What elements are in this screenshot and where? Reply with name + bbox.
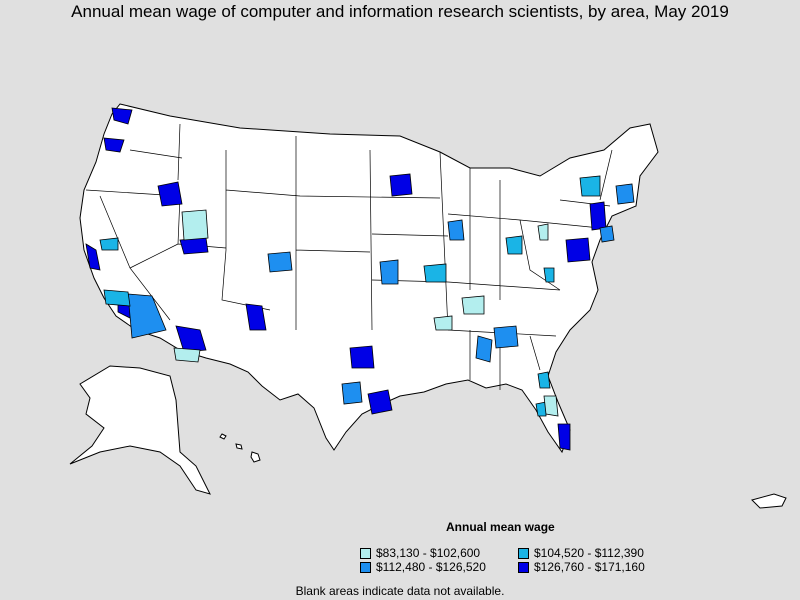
legend-label-4: $126,760 - $171,160 — [534, 560, 645, 574]
lowest-wage-areas — [173, 209, 559, 417]
legend-item-3: $112,480 - $126,520 — [360, 560, 486, 574]
legend-item-4: $126,760 - $171,160 — [518, 560, 645, 574]
legend-swatch-4 — [518, 561, 529, 573]
legend-label-3: $112,480 - $126,520 — [376, 560, 486, 574]
puerto-rico — [751, 493, 787, 509]
legend-label-1: $83,130 - $102,600 — [376, 546, 481, 560]
hawaii — [219, 433, 261, 463]
legend-swatch-1 — [360, 547, 371, 559]
mid-wage-areas — [99, 175, 601, 417]
legend-swatch-2 — [518, 547, 529, 559]
footnote: Blank areas indicate data not available. — [295, 584, 505, 598]
map-title: Annual mean wage of computer and informa… — [71, 2, 729, 21]
legend-item-1: $83,130 - $102,600 — [360, 546, 480, 560]
legend-title: Annual mean wage — [446, 520, 555, 534]
highest-wage-areas — [85, 107, 607, 451]
legend-swatch-3 — [360, 561, 371, 573]
legend-label-2: $104,520 - $112,390 — [534, 546, 644, 560]
upper-mid-wage-areas — [127, 183, 635, 405]
legend-item-2: $104,520 - $112,390 — [518, 546, 644, 560]
alaska — [69, 365, 211, 495]
